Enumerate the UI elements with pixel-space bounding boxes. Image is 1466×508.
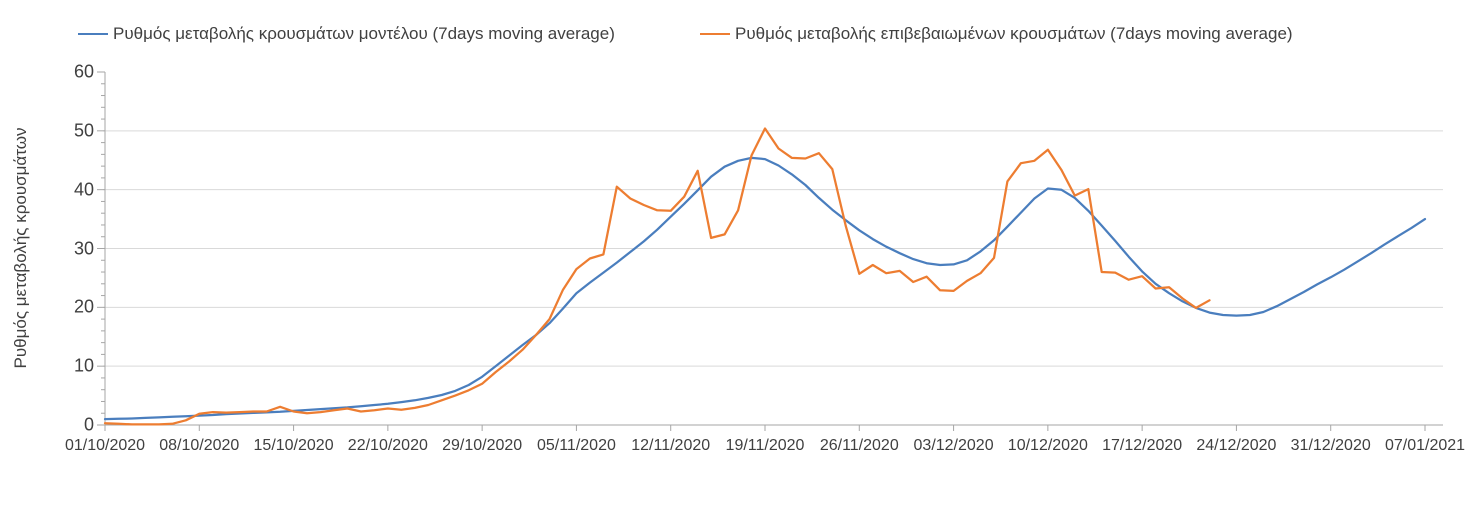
x-tick-label-24/12/2020: 24/12/2020 (1196, 437, 1277, 454)
chart-legend: Ρυθμός μεταβολής κρουσμάτων μοντέλου (7d… (0, 22, 1466, 46)
y-tick-label-50: 50 (73, 120, 94, 141)
y-tick-label-20: 20 (73, 296, 94, 317)
x-tick-label-26/11/2020: 26/11/2020 (819, 437, 899, 454)
x-tick-label-22/10/2020: 22/10/2020 (347, 437, 428, 454)
legend-label-confirmed: Ρυθμός μεταβολής επιβεβαιωμένων κρουσμάτ… (735, 24, 1293, 43)
y-tick-label-0: 0 (83, 414, 94, 435)
y-tick-label-40: 40 (73, 179, 94, 200)
x-tick-label-31/12/2020: 31/12/2020 (1290, 437, 1371, 454)
x-tick-label-12/11/2020: 12/11/2020 (631, 437, 711, 454)
y-tick-label-30: 30 (73, 238, 94, 258)
series-line-model (103, 156, 1427, 421)
x-tick-label-08/10/2020: 08/10/2020 (159, 437, 240, 454)
x-tick-label-03/12/2020: 03/12/2020 (913, 437, 994, 454)
x-tick-label-07/01/2021: 07/01/2021 (1384, 437, 1466, 454)
y-tick-label-10: 10 (73, 355, 94, 376)
x-tick-label-15/10/2020: 15/10/2020 (253, 437, 334, 454)
legend-item-confirmed: Ρυθμός μεταβολής επιβεβαιωμένων κρουσμάτ… (700, 22, 1293, 46)
x-tick-label-19/11/2020: 19/11/2020 (725, 437, 805, 454)
y-tick-label-60: 60 (73, 61, 94, 82)
legend-line-swatch-confirmed (700, 33, 730, 35)
legend-item-model: Ρυθμός μεταβολής κρουσμάτων μοντέλου (7d… (78, 22, 615, 46)
x-tick-label-05/11/2020: 05/11/2020 (536, 437, 616, 454)
x-tick-label-10/12/2020: 10/12/2020 (1007, 437, 1088, 454)
x-tick-label-17/12/2020: 17/12/2020 (1102, 437, 1183, 454)
x-tick-label-29/10/2020: 29/10/2020 (442, 437, 523, 454)
legend-line-swatch-model (78, 33, 108, 35)
series-line-confirmed (103, 127, 1211, 426)
x-tick-label-01/10/2020: 01/10/2020 (64, 437, 146, 454)
legend-label-model: Ρυθμός μεταβολής κρουσμάτων μοντέλου (7d… (113, 24, 615, 43)
